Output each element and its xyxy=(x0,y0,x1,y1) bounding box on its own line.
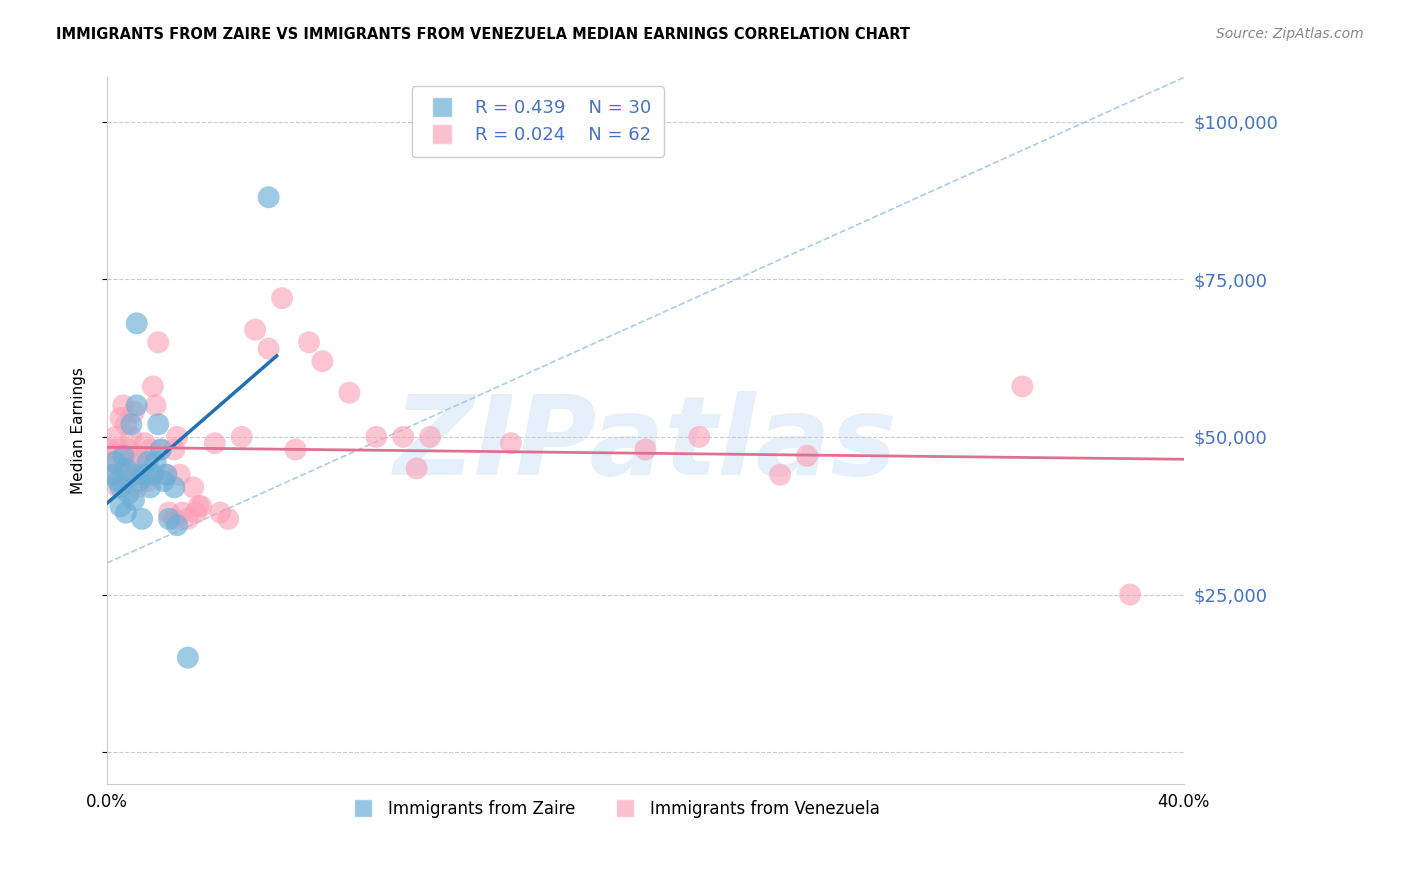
Point xyxy=(117,442,139,457)
Point xyxy=(152,474,174,488)
Point xyxy=(125,398,148,412)
Point xyxy=(190,500,212,514)
Point xyxy=(181,480,204,494)
Point xyxy=(104,467,127,482)
Point xyxy=(107,480,129,494)
Point xyxy=(139,480,162,494)
Point xyxy=(122,467,145,482)
Point xyxy=(157,506,180,520)
Point xyxy=(177,512,200,526)
Point xyxy=(115,506,138,520)
Point xyxy=(163,512,186,526)
Point xyxy=(125,480,148,494)
Point xyxy=(104,455,127,469)
Point xyxy=(117,486,139,500)
Point xyxy=(142,379,165,393)
Point xyxy=(122,455,145,469)
Point xyxy=(231,430,253,444)
Point xyxy=(243,323,266,337)
Point xyxy=(115,417,138,432)
Point xyxy=(634,442,657,457)
Point xyxy=(257,190,280,204)
Point xyxy=(284,442,307,457)
Point xyxy=(98,442,121,457)
Point xyxy=(145,398,167,412)
Point xyxy=(155,467,177,482)
Point xyxy=(115,449,138,463)
Point xyxy=(187,500,209,514)
Point xyxy=(392,430,415,444)
Point xyxy=(184,506,207,520)
Point xyxy=(499,436,522,450)
Point xyxy=(142,467,165,482)
Legend: Immigrants from Zaire, Immigrants from Venezuela: Immigrants from Zaire, Immigrants from V… xyxy=(340,794,887,825)
Point xyxy=(149,442,172,457)
Point xyxy=(122,405,145,419)
Point xyxy=(148,417,170,432)
Point xyxy=(1119,588,1142,602)
Point xyxy=(112,449,135,463)
Point xyxy=(257,342,280,356)
Point xyxy=(337,385,360,400)
Point xyxy=(163,480,186,494)
Point xyxy=(157,512,180,526)
Point xyxy=(166,518,188,533)
Point xyxy=(112,474,135,488)
Point xyxy=(110,480,132,494)
Point xyxy=(104,430,127,444)
Point xyxy=(107,474,129,488)
Point xyxy=(117,467,139,482)
Point xyxy=(134,436,156,450)
Point xyxy=(107,442,129,457)
Point xyxy=(177,650,200,665)
Point xyxy=(145,455,167,469)
Point xyxy=(110,461,132,475)
Point xyxy=(128,449,150,463)
Text: IMMIGRANTS FROM ZAIRE VS IMMIGRANTS FROM VENEZUELA MEDIAN EARNINGS CORRELATION C: IMMIGRANTS FROM ZAIRE VS IMMIGRANTS FROM… xyxy=(56,27,910,42)
Point xyxy=(271,291,294,305)
Point xyxy=(166,430,188,444)
Point xyxy=(101,467,124,482)
Y-axis label: Median Earnings: Median Earnings xyxy=(72,368,86,494)
Point xyxy=(419,430,441,444)
Point xyxy=(769,467,792,482)
Point xyxy=(405,461,427,475)
Point xyxy=(120,430,142,444)
Point xyxy=(139,442,162,457)
Point xyxy=(209,506,232,520)
Point xyxy=(366,430,388,444)
Point xyxy=(796,449,818,463)
Text: Source: ZipAtlas.com: Source: ZipAtlas.com xyxy=(1216,27,1364,41)
Point xyxy=(1011,379,1033,393)
Point xyxy=(136,455,159,469)
Point xyxy=(136,474,159,488)
Point xyxy=(110,411,132,425)
Point xyxy=(131,467,153,482)
Point xyxy=(163,442,186,457)
Point xyxy=(131,512,153,526)
Point xyxy=(204,436,226,450)
Point xyxy=(311,354,333,368)
Text: ZIPatlas: ZIPatlas xyxy=(394,392,897,499)
Point xyxy=(101,455,124,469)
Point xyxy=(148,335,170,350)
Point xyxy=(128,474,150,488)
Point xyxy=(217,512,239,526)
Point xyxy=(125,317,148,331)
Point xyxy=(115,461,138,475)
Point xyxy=(298,335,321,350)
Point xyxy=(112,398,135,412)
Point xyxy=(688,430,710,444)
Point xyxy=(120,417,142,432)
Point xyxy=(172,506,194,520)
Point xyxy=(110,500,132,514)
Point xyxy=(122,492,145,507)
Point xyxy=(169,467,191,482)
Point xyxy=(149,442,172,457)
Point xyxy=(155,467,177,482)
Point xyxy=(134,467,156,482)
